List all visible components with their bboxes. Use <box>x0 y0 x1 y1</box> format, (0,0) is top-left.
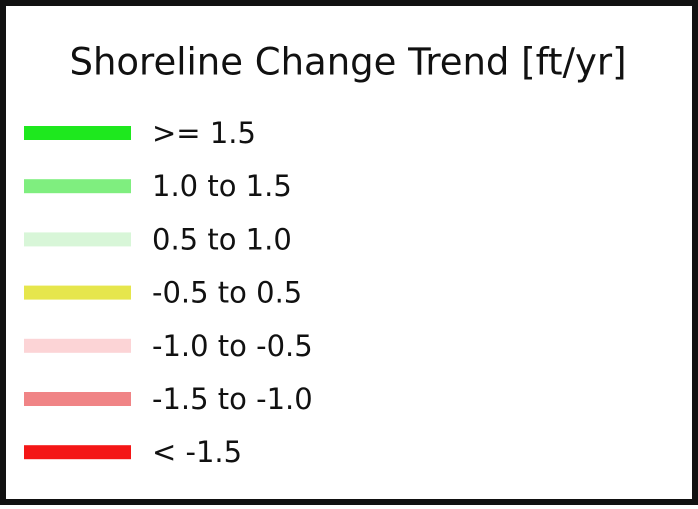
legend-label: 1.0 to 1.5 <box>152 169 292 203</box>
legend-label: -1.5 to -1.0 <box>152 382 313 416</box>
legend-swatch <box>24 232 131 247</box>
legend-swatch <box>24 445 131 460</box>
legend-label: >= 1.5 <box>152 116 256 150</box>
legend-label: < -1.5 <box>152 435 242 469</box>
legend-swatch <box>24 392 131 406</box>
legend-swatch <box>24 338 131 353</box>
legend-label: -1.0 to -0.5 <box>152 329 313 363</box>
legend-title: Shoreline Change Trend [ft/yr] <box>69 41 626 84</box>
legend-label: 0.5 to 1.0 <box>152 222 292 256</box>
legend-swatch <box>24 285 131 300</box>
legend-swatch <box>24 126 131 140</box>
legend-swatch <box>24 179 131 194</box>
legend-items: >= 1.5 1.0 to 1.5 0.5 to 1.0 -0.5 to 0.5 -1.… <box>24 116 313 469</box>
legend-label: -0.5 to 0.5 <box>152 276 302 310</box>
